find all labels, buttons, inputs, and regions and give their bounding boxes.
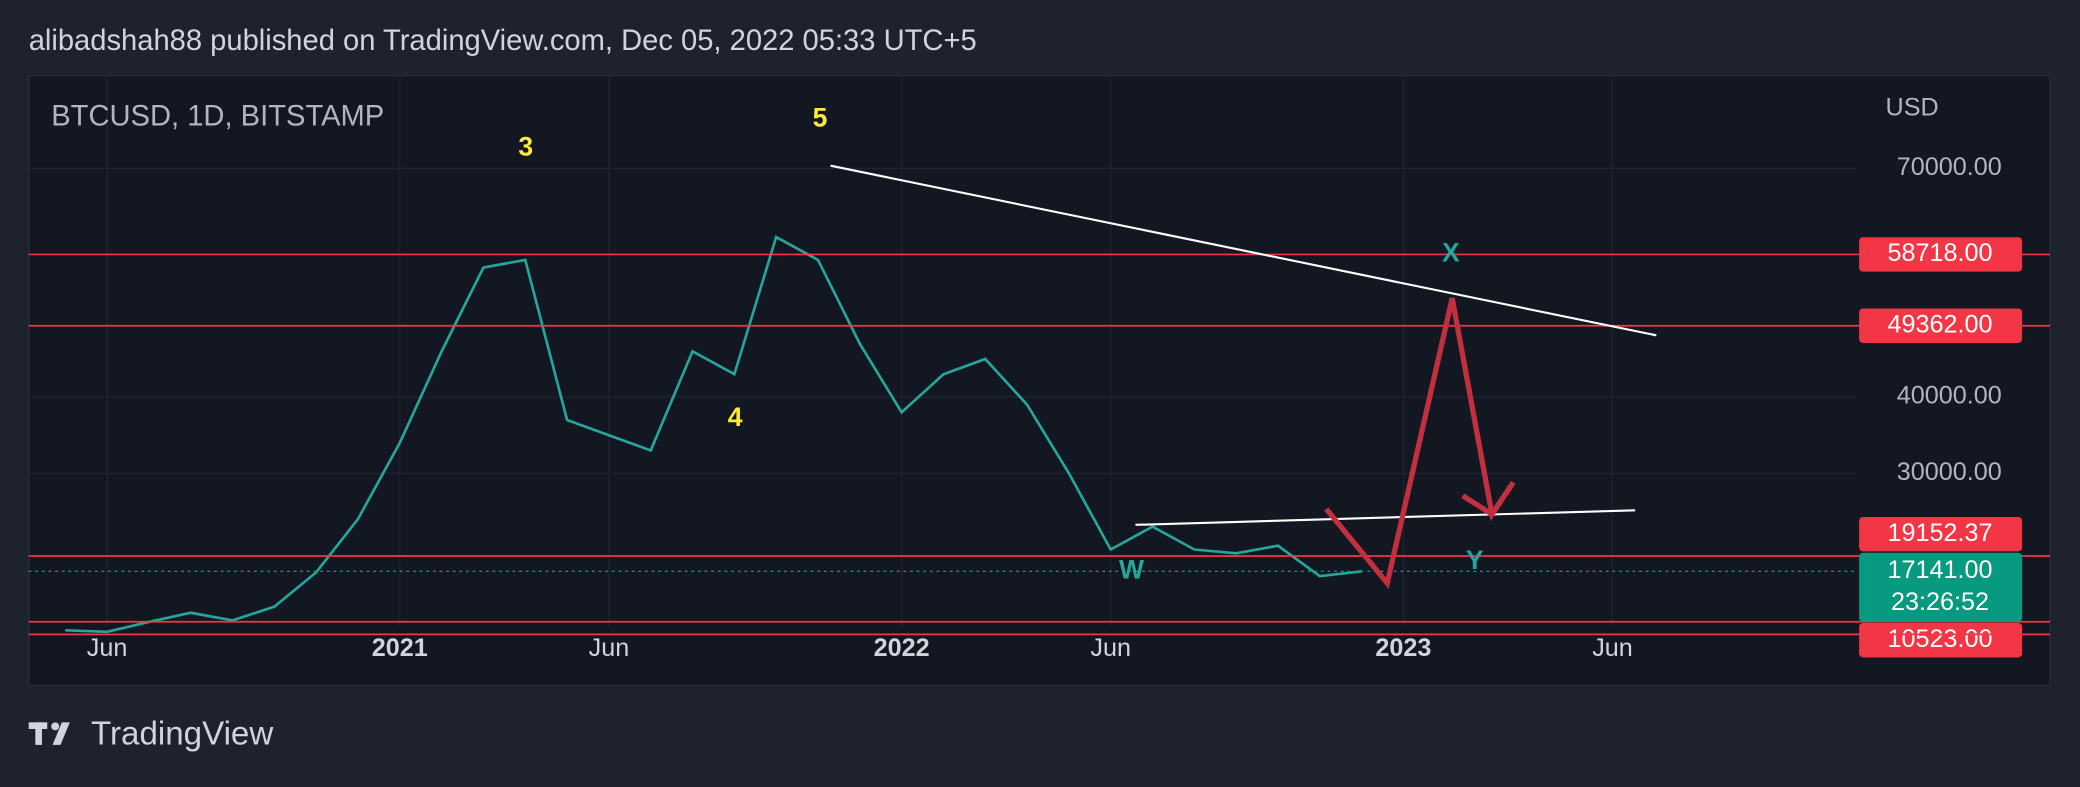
price-label-box: [1859, 622, 2023, 658]
x-tick-label: 2021: [372, 634, 428, 662]
wave-label: 3: [518, 131, 533, 161]
x-tick-label: Jun: [1592, 634, 1633, 662]
current-price-box: [1859, 552, 2023, 622]
x-tick-label: 2023: [1375, 634, 1431, 662]
price-label-box: [1859, 237, 2023, 272]
price-label: 58718.00: [1887, 239, 1992, 267]
price-label: 10523.00: [1887, 625, 1992, 653]
y-axis-label: USD: [1886, 93, 1939, 121]
x-tick-label: 2022: [874, 634, 930, 662]
header-title: alibadshah88 published on TradingView.co…: [29, 25, 977, 57]
x-tick-label: Jun: [87, 634, 128, 662]
logo: [28, 722, 70, 745]
chart-area: [28, 74, 2051, 686]
countdown: 23:26:52: [1891, 588, 1989, 616]
y-tick-label: 70000.00: [1897, 153, 2002, 181]
y-tick-label: 30000.00: [1897, 458, 2002, 486]
price-label: 19152.37: [1887, 519, 1992, 547]
price-label-box: [1859, 308, 2023, 343]
current-price-label: 17141.00: [1887, 556, 1992, 584]
y-tick-label: 40000.00: [1897, 382, 2002, 410]
price-label-box: [1859, 516, 2023, 552]
x-tick-label: Jun: [1090, 634, 1131, 662]
symbol: BTCUSD, 1D, BITSTAMP: [51, 101, 384, 133]
arrow-head: [1461, 480, 1516, 518]
wave-label: W: [1119, 554, 1144, 584]
x-tick-label: Jun: [589, 634, 630, 662]
wave-label: 5: [813, 102, 828, 132]
trend-line: [830, 164, 1657, 337]
trend-line: [1135, 509, 1636, 526]
wave-label: Y: [1466, 545, 1484, 575]
wave-label: X: [1442, 237, 1460, 267]
price-line: [65, 235, 1362, 634]
price-label: 49362.00: [1887, 310, 1992, 338]
wave-label: 4: [728, 402, 743, 432]
footer-brand: TradingView: [91, 715, 273, 752]
